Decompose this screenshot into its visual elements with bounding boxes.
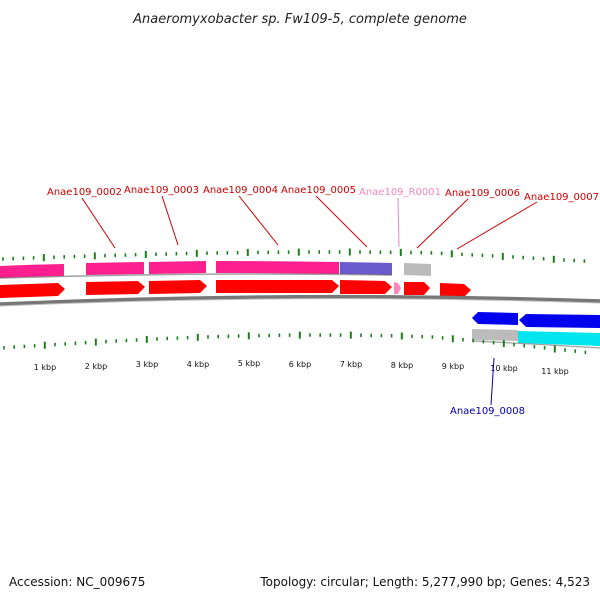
ruler-label-2: 2 kbp <box>85 362 107 371</box>
rna-bar-reverse[interactable] <box>472 329 518 341</box>
rna-r0001-bar[interactable] <box>404 263 431 276</box>
gene-0004-arrow[interactable] <box>216 280 339 293</box>
ruler-label-7: 7 kbp <box>340 360 362 369</box>
ruler-label-3: 3 kbp <box>136 360 158 369</box>
gene-0008-arrow-a[interactable] <box>472 312 518 325</box>
leader-0006 <box>416 198 469 249</box>
feature-track-forward <box>0 261 471 298</box>
tick-row-top <box>2 248 586 263</box>
track-shadow-line <box>0 273 393 279</box>
gene-label-0004[interactable]: Anae109_0004 <box>203 185 278 196</box>
leader-0008 <box>490 357 495 406</box>
ruler-label-6: 6 kbp <box>289 360 311 369</box>
cds-0002[interactable] <box>86 262 144 275</box>
feature-track-reverse <box>471 312 600 349</box>
leader-0007 <box>456 201 538 250</box>
gene-labels: Anae109_0002 Anae109_0003 Anae109_0004 A… <box>47 185 599 417</box>
gene-0005-arrow[interactable] <box>340 280 392 294</box>
ruler-label-9: 9 kbp <box>442 362 464 371</box>
gene-label-leaders <box>81 195 538 406</box>
cds-left[interactable] <box>0 264 64 278</box>
ruler-label-1: 1 kbp <box>34 363 56 372</box>
leader-r0001 <box>397 197 400 248</box>
gene-0002-arrow[interactable] <box>86 281 145 295</box>
gene-label-0003[interactable]: Anae109_0003 <box>124 185 199 196</box>
gene-r0001-arrow[interactable] <box>394 282 401 294</box>
gene-label-0008[interactable]: Anae109_0008 <box>450 406 525 417</box>
gene-left-arrow[interactable] <box>0 283 65 298</box>
ruler-label-11: 11 kbp <box>541 367 569 376</box>
ruler-label-4: 4 kbp <box>187 360 209 369</box>
reverse-shadow-line <box>471 340 600 349</box>
backbone-highlight <box>0 298 600 307</box>
ruler-label-5: 5 kbp <box>238 359 260 368</box>
accession-text: Accession: NC_009675 <box>9 575 145 589</box>
ruler-label-8: 8 kbp <box>391 361 413 370</box>
gene-label-0007[interactable]: Anae109_0007 <box>524 192 599 203</box>
gene-label-0002[interactable]: Anae109_0002 <box>47 187 122 198</box>
genome-backbone <box>0 294 600 306</box>
leader-0005 <box>315 195 368 248</box>
gene-label-0006[interactable]: Anae109_0006 <box>445 188 520 199</box>
map-title: Anaeromyxobacter sp. Fw109-5, complete g… <box>132 12 467 27</box>
genome-summary-text: Topology: circular; Length: 5,277,990 bp… <box>259 575 590 589</box>
cds-0008-cyan[interactable] <box>518 331 600 346</box>
cds-0003[interactable] <box>149 261 206 274</box>
gene-label-0005[interactable]: Anae109_0005 <box>281 185 356 196</box>
leader-0004 <box>238 195 279 246</box>
gene-0008-arrow-b[interactable] <box>519 314 600 328</box>
ruler-labels: 1 kbp 2 kbp 3 kbp 4 kbp 5 kbp 6 kbp 7 kb… <box>34 359 569 376</box>
ruler-label-10: 10 kbp <box>490 364 518 373</box>
gene-label-r0001[interactable]: Anae109_R0001 <box>359 187 441 198</box>
gene-0006-arrow[interactable] <box>404 282 430 295</box>
gene-0007-arrow[interactable] <box>440 283 471 297</box>
gene-0003-arrow[interactable] <box>149 280 207 294</box>
tick-row-bottom <box>3 331 587 355</box>
cds-0005[interactable] <box>340 262 392 275</box>
cds-0004[interactable] <box>216 261 339 274</box>
leader-0003 <box>161 195 179 246</box>
leader-0002 <box>81 197 116 249</box>
